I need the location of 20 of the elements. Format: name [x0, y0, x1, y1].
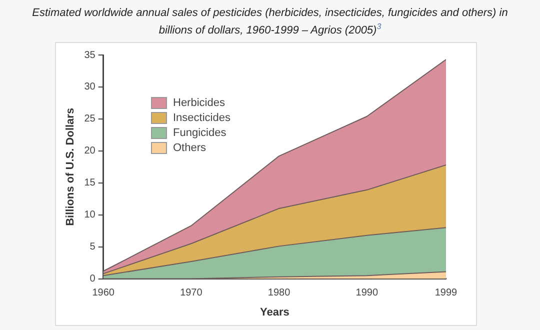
- y-tick-label: 5: [90, 242, 96, 253]
- legend-label: Insecticides: [173, 112, 230, 124]
- y-axis-title: Billions of U.S. Dollars: [64, 108, 77, 226]
- y-tick-label: 30: [84, 82, 96, 93]
- x-tick-label: 1980: [268, 288, 291, 299]
- legend-label: Herbicides: [173, 96, 225, 108]
- x-tick-label: 1999: [434, 288, 458, 299]
- y-tick-label: 20: [84, 146, 96, 157]
- y-tick-label: 15: [84, 178, 96, 189]
- y-tick-label: 35: [84, 50, 96, 61]
- y-tick-label: 10: [84, 210, 96, 221]
- legend-label: Others: [173, 142, 206, 154]
- x-tick-label: 1960: [92, 288, 115, 299]
- x-tick-label: 1990: [356, 288, 378, 299]
- y-tick-label: 25: [84, 114, 96, 125]
- legend-label: Fungicides: [173, 126, 226, 138]
- chart-title: Estimated worldwide annual sales of pesticides (herbicides, insecticides, fungicides and others) in billions of dollars, 1960-1999 – Agrios (2005)$^{3}$: [31, 6, 509, 39]
- x-tick-label: 1970: [180, 288, 203, 299]
- x-axis-title: Years: [260, 306, 290, 318]
- y-tick-label: 0: [90, 274, 96, 285]
